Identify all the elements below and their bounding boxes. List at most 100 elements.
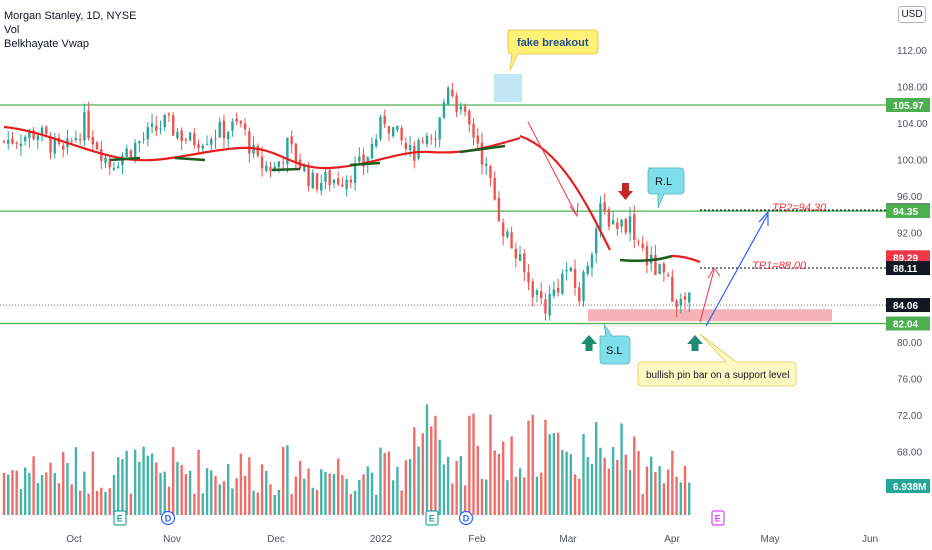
- candle-body: [595, 228, 598, 254]
- candle-body: [353, 163, 357, 183]
- volume-bar: [83, 471, 86, 515]
- candle-body: [108, 158, 111, 168]
- price-label-bg: [886, 98, 930, 112]
- earnings-marker[interactable]: E: [113, 510, 127, 526]
- volume-bar: [442, 464, 446, 515]
- candle-body: [7, 139, 10, 144]
- candle-body: [501, 222, 505, 237]
- volume-bar: [188, 470, 192, 515]
- volume-bar: [273, 494, 276, 515]
- candle-body: [235, 118, 238, 122]
- support-zone-rect[interactable]: [588, 309, 832, 322]
- stop-loss-callout[interactable]: [599, 323, 631, 365]
- candle-body: [362, 154, 365, 167]
- candle-body: [290, 136, 293, 145]
- volume-bar: [235, 478, 238, 515]
- y-axis-tick: 112.00: [897, 46, 927, 57]
- breakout-highlight[interactable]: [494, 74, 522, 102]
- candle-body: [307, 166, 310, 186]
- volume-bar: [595, 422, 598, 515]
- fake-breakout-callout[interactable]: [507, 29, 599, 71]
- volume-bar: [675, 476, 678, 515]
- candle-body: [468, 110, 471, 125]
- volume-bar: [430, 426, 433, 515]
- earnings-marker-letter: E: [715, 514, 721, 524]
- candle-body: [472, 123, 475, 138]
- candle-body: [565, 269, 568, 272]
- dividend-marker[interactable]: D: [160, 510, 176, 526]
- volume-bars: [2, 404, 691, 515]
- symbol-title[interactable]: Morgan Stanley, 1D, NYSE: [4, 10, 137, 22]
- volume-bar: [463, 485, 467, 515]
- volume-bar: [341, 475, 344, 515]
- volume-legend[interactable]: Vol: [4, 24, 20, 36]
- candle-body: [91, 136, 95, 145]
- volume-bar: [298, 460, 302, 515]
- volume-bar: [683, 465, 687, 515]
- candle-body: [569, 267, 573, 272]
- volume-bar: [472, 413, 475, 515]
- volume-bar: [32, 456, 35, 515]
- earnings-marker[interactable]: E: [425, 510, 439, 526]
- volume-bar: [239, 453, 243, 515]
- volume-bar: [53, 473, 56, 515]
- tp1-label: TP1=88.00: [752, 260, 807, 272]
- candle-body: [303, 165, 306, 172]
- volume-bar: [218, 484, 221, 515]
- earnings-marker[interactable]: E: [711, 510, 725, 526]
- candle-body: [637, 241, 640, 243]
- volume-bar: [599, 447, 602, 515]
- volume-bar: [345, 479, 348, 515]
- candle-body: [70, 140, 73, 142]
- volume-bar: [658, 466, 661, 515]
- volume-bar: [214, 475, 217, 515]
- projection-arrow: [705, 213, 769, 327]
- volume-bar: [336, 458, 340, 515]
- volume-bar: [243, 475, 247, 515]
- volume-bar: [311, 487, 314, 515]
- candle-body: [671, 276, 674, 302]
- candle-body: [62, 145, 65, 150]
- dividend-marker[interactable]: D: [458, 510, 474, 526]
- candle-body: [688, 292, 691, 303]
- volume-bar: [649, 456, 653, 515]
- candle-body: [36, 135, 40, 140]
- candle-body: [133, 142, 137, 158]
- volume-bar: [523, 477, 526, 515]
- candle-body: [349, 179, 353, 183]
- pin-bar-text: bullish pin bar on a support level: [646, 370, 789, 381]
- currency-button[interactable]: USD: [898, 6, 926, 23]
- volume-bar: [514, 476, 518, 515]
- volume-bar: [133, 449, 137, 515]
- candle-body: [336, 178, 340, 185]
- volume-bar: [459, 456, 463, 515]
- candle-body: [159, 128, 162, 130]
- volume-bar: [645, 466, 649, 515]
- volume-bar: [603, 457, 606, 515]
- candle-body: [345, 179, 348, 190]
- candle-body: [40, 127, 44, 136]
- pin-bar-callout[interactable]: [637, 333, 797, 387]
- candle-body: [391, 127, 395, 137]
- volume-bar: [108, 488, 111, 515]
- volume-bar: [172, 447, 175, 515]
- volume-bar: [11, 470, 14, 515]
- volume-bar: [353, 490, 357, 515]
- indicator-legend[interactable]: Belkhayate Vwap: [4, 38, 89, 50]
- candle-body: [328, 170, 331, 186]
- volume-bar: [666, 469, 670, 515]
- candle-body: [150, 123, 154, 127]
- candle-body: [582, 272, 585, 302]
- price-label: 105.97: [893, 101, 924, 112]
- y-axis-tick: 68.00: [897, 448, 922, 459]
- volume-bar: [582, 433, 585, 515]
- down-arrow-icon: [618, 183, 633, 200]
- volume-bar: [74, 447, 78, 515]
- volume-bar: [125, 450, 128, 515]
- resistance-callout[interactable]: [647, 167, 685, 209]
- volume-bar: [489, 414, 492, 515]
- volume-bar: [91, 451, 95, 515]
- volume-bar: [408, 459, 412, 515]
